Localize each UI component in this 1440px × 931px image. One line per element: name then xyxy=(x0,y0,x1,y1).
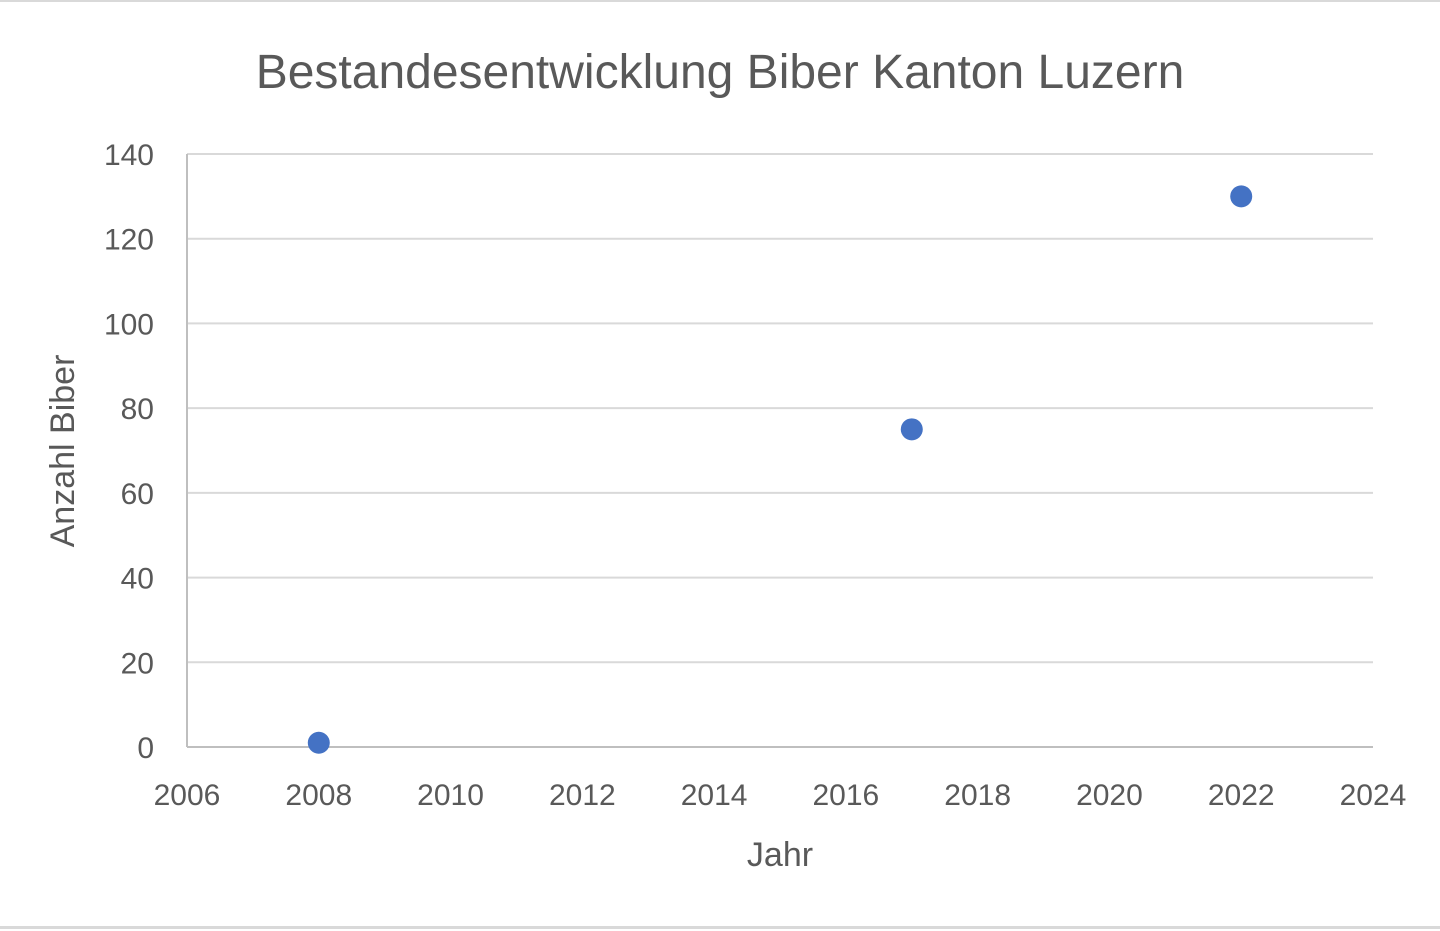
y-tick-label: 120 xyxy=(104,224,154,257)
x-axis-title: Jahr xyxy=(747,836,813,874)
data-point xyxy=(900,418,923,441)
data-point xyxy=(1230,185,1253,208)
y-tick-label: 140 xyxy=(104,139,154,172)
y-axis-title: Anzahl Biber xyxy=(44,355,82,548)
y-tick-label: 0 xyxy=(137,732,154,765)
x-tick-label: 2008 xyxy=(285,779,352,812)
y-tick-label: 60 xyxy=(121,478,154,511)
chart-title: Bestandesentwicklung Biber Kanton Luzern xyxy=(256,46,1185,99)
x-tick-label: 2020 xyxy=(1076,779,1143,812)
x-tick-label: 2018 xyxy=(944,779,1011,812)
y-tick-label: 20 xyxy=(121,647,154,680)
y-tick-label: 80 xyxy=(121,393,154,426)
y-tick-label: 40 xyxy=(121,563,154,596)
data-point xyxy=(307,731,330,754)
data-points xyxy=(307,185,1253,754)
x-tick-label: 2012 xyxy=(549,779,616,812)
x-tick-label: 2022 xyxy=(1208,779,1275,812)
gridlines xyxy=(187,153,1373,664)
x-tick-label: 2010 xyxy=(417,779,484,812)
x-tick-label: 2016 xyxy=(813,779,880,812)
x-tick-label: 2006 xyxy=(154,779,221,812)
y-tick-labels: 0 20 40 60 80 100 120 140 xyxy=(104,139,154,765)
axes xyxy=(186,154,1373,748)
x-tick-label: 2024 xyxy=(1340,779,1407,812)
x-tick-labels: 2006 2008 2010 2012 2014 2016 2018 2020 2022 2024 xyxy=(154,779,1407,812)
y-tick-label: 100 xyxy=(104,308,154,341)
x-tick-label: 2014 xyxy=(681,779,748,812)
